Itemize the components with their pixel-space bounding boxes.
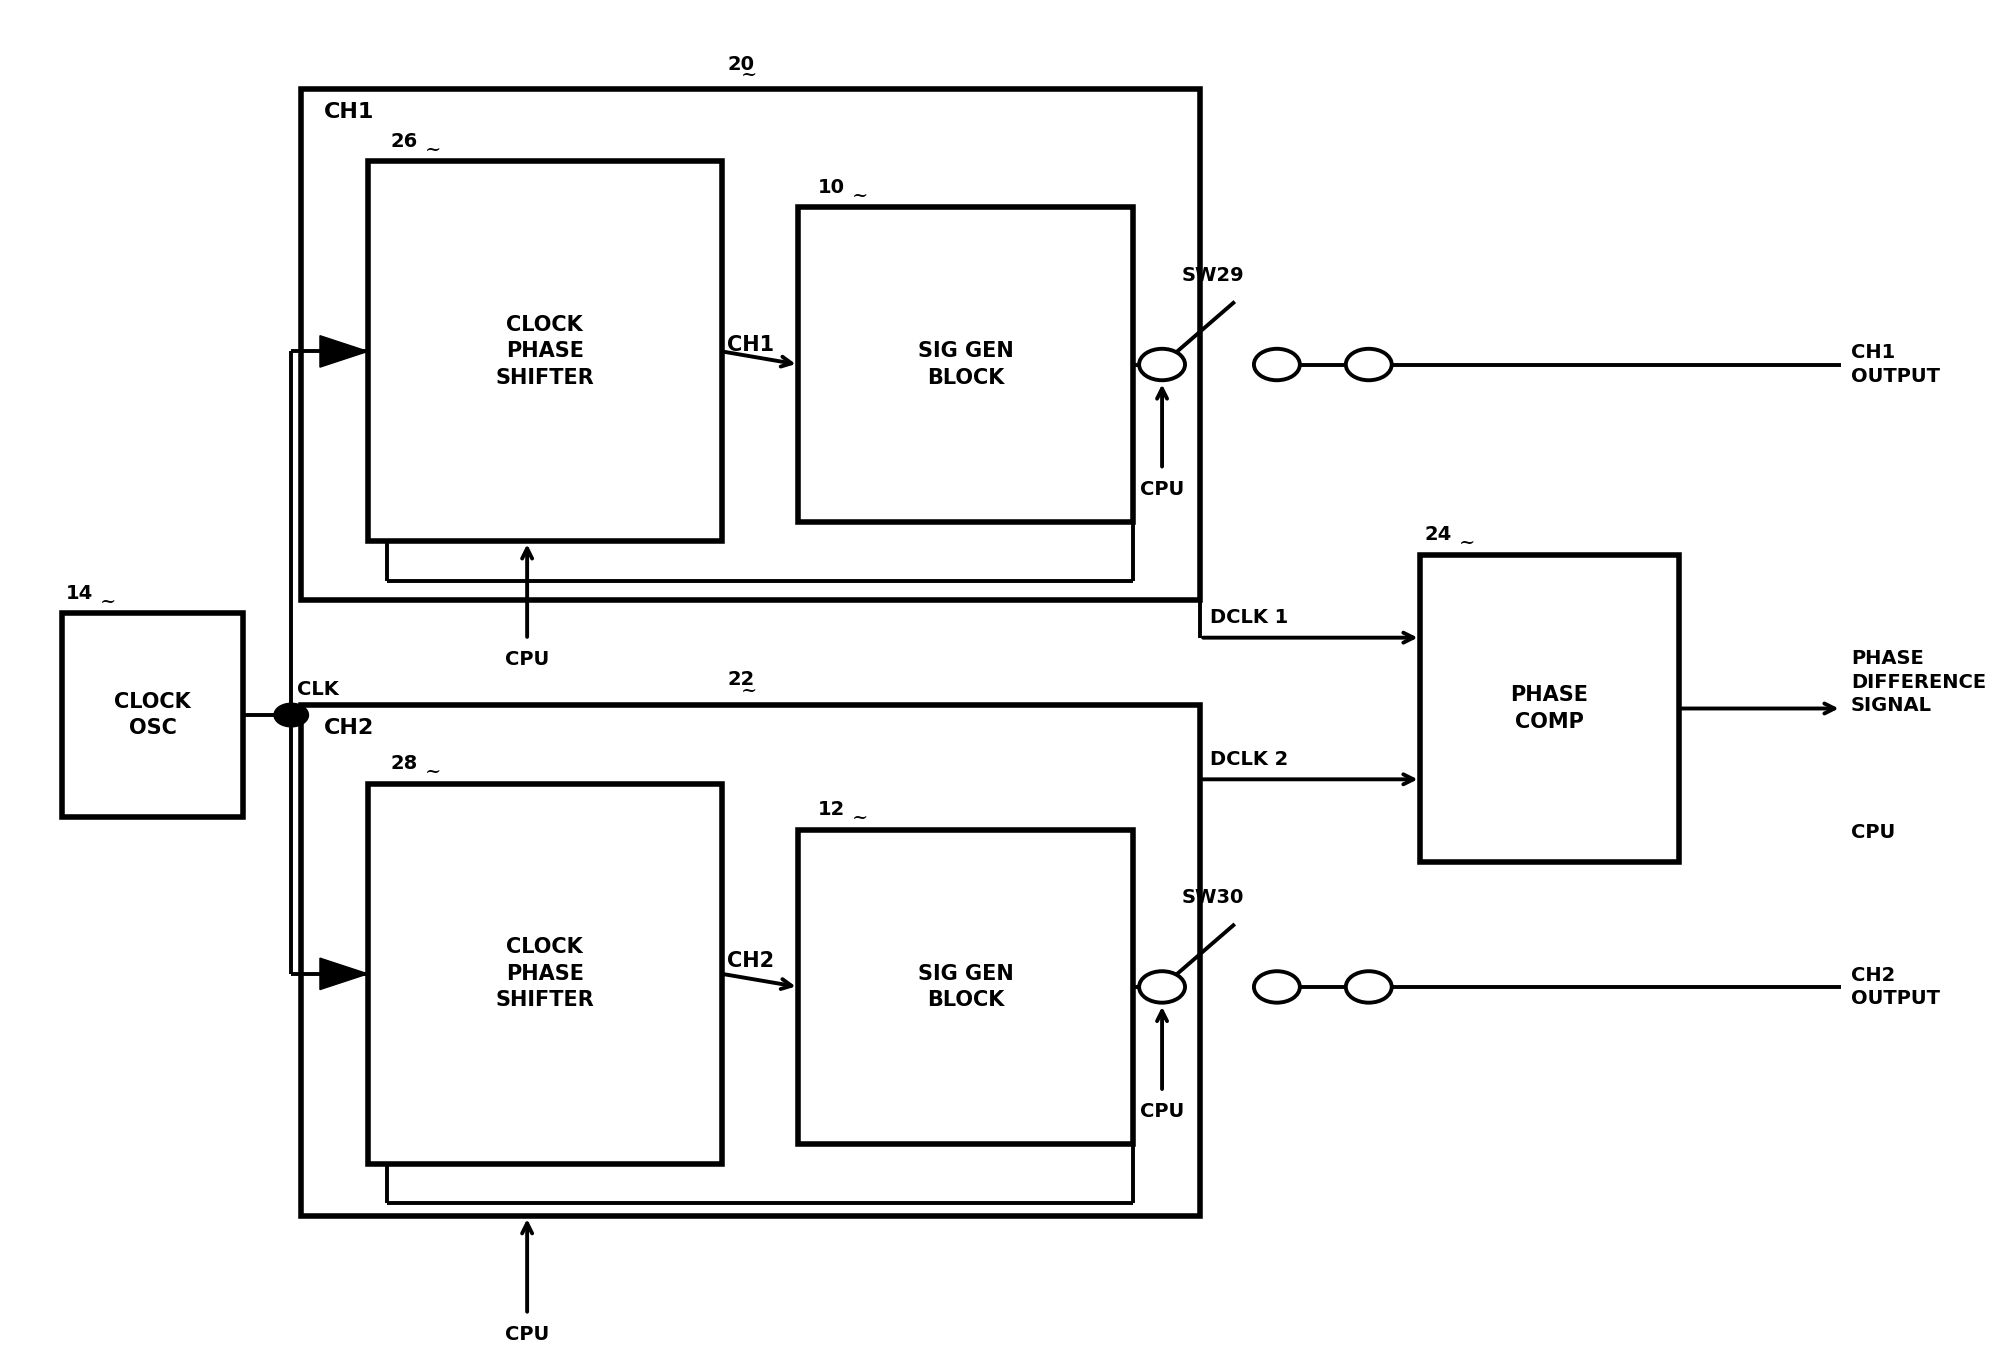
Text: DCLK 2: DCLK 2 [1210, 750, 1288, 769]
Text: PHASE
COMP: PHASE COMP [1510, 685, 1588, 732]
Text: CH2: CH2 [727, 950, 773, 970]
Bar [799, 207, 1134, 522]
Bar [369, 162, 721, 541]
Text: ~: ~ [1458, 534, 1474, 552]
Text: 24: 24 [1424, 525, 1452, 544]
Text: CH1: CH1 [324, 102, 375, 122]
Text: CPU: CPU [1140, 1102, 1184, 1121]
Bar [369, 783, 721, 1164]
Text: DCLK 1: DCLK 1 [1210, 608, 1288, 627]
Text: CLOCK
PHASE
SHIFTER: CLOCK PHASE SHIFTER [495, 937, 595, 1011]
Text: ~: ~ [425, 141, 441, 159]
Circle shape [1140, 349, 1186, 380]
Circle shape [1254, 349, 1300, 380]
Circle shape [1346, 349, 1392, 380]
Text: SW29: SW29 [1182, 267, 1244, 285]
Circle shape [274, 703, 308, 727]
Text: 26: 26 [391, 132, 419, 151]
Text: PHASE
DIFFERENCE
SIGNAL: PHASE DIFFERENCE SIGNAL [1851, 649, 1987, 715]
Text: ~: ~ [425, 763, 441, 781]
Text: ~: ~ [851, 809, 869, 826]
Text: 20: 20 [727, 55, 755, 74]
Text: CPU: CPU [1851, 824, 1895, 843]
Text: ~: ~ [741, 682, 757, 700]
Bar [799, 829, 1134, 1144]
Text: CH1: CH1 [727, 335, 773, 355]
Text: CLK: CLK [296, 680, 339, 700]
Text: CPU: CPU [505, 650, 549, 669]
Text: CPU: CPU [1140, 479, 1184, 499]
Text: 28: 28 [391, 754, 419, 774]
Circle shape [1254, 972, 1300, 1003]
Bar [62, 614, 244, 817]
Polygon shape [320, 958, 369, 989]
Bar [300, 89, 1200, 600]
Text: ~: ~ [851, 187, 869, 205]
Text: ~: ~ [100, 592, 116, 611]
Text: ~: ~ [741, 66, 757, 83]
Text: CH2
OUTPUT: CH2 OUTPUT [1851, 965, 1941, 1008]
Text: 12: 12 [817, 801, 845, 820]
Bar [1420, 555, 1679, 863]
Text: 10: 10 [817, 178, 845, 197]
Text: SIG GEN
BLOCK: SIG GEN BLOCK [917, 964, 1014, 1010]
Text: SIG GEN
BLOCK: SIG GEN BLOCK [917, 342, 1014, 388]
Text: 22: 22 [727, 670, 755, 689]
Text: CLOCK
PHASE
SHIFTER: CLOCK PHASE SHIFTER [495, 315, 595, 388]
Circle shape [1140, 972, 1186, 1003]
Bar [300, 705, 1200, 1217]
Text: CLOCK
OSC: CLOCK OSC [114, 692, 190, 738]
Polygon shape [320, 335, 369, 367]
Text: 14: 14 [66, 584, 92, 603]
Text: CPU: CPU [505, 1324, 549, 1345]
Circle shape [1346, 972, 1392, 1003]
Text: SW30: SW30 [1182, 888, 1244, 907]
Text: CH1
OUTPUT: CH1 OUTPUT [1851, 343, 1941, 386]
Text: CH2: CH2 [324, 719, 375, 739]
